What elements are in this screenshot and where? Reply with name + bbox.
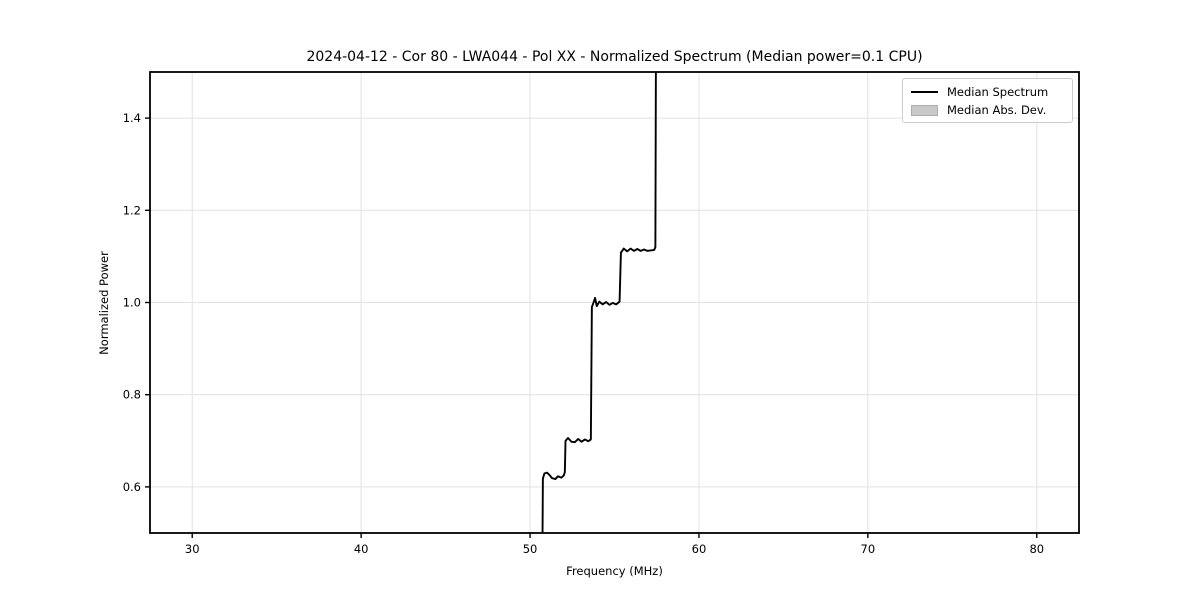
median-spectrum-line-icon (911, 91, 938, 93)
x-tick-label: 80 (1029, 542, 1044, 556)
y-tick-label: 1.4 (123, 111, 141, 125)
legend-label: Median Spectrum (947, 85, 1049, 99)
chart-title: 2024-04-12 - Cor 80 - LWA044 - Pol XX - … (306, 49, 923, 65)
y-tick-label: 0.6 (123, 480, 141, 494)
x-axis-label: Frequency (MHz) (566, 564, 663, 578)
x-tick-label: 50 (523, 542, 538, 556)
x-tick-label: 30 (185, 542, 200, 556)
y-tick-label: 0.8 (123, 388, 141, 402)
legend-item-median-abs-dev: Median Abs. Dev. (911, 102, 1064, 118)
x-tick-label: 60 (692, 542, 707, 556)
spectrum-line (541, 72, 657, 533)
x-tick-label: 40 (354, 542, 369, 556)
y-tick-label: 1.0 (123, 296, 141, 310)
x-tick-label: 70 (861, 542, 876, 556)
median-abs-dev-patch-icon (911, 104, 938, 116)
y-tick-label: 1.2 (123, 203, 141, 217)
legend-label: Median Abs. Dev. (947, 103, 1047, 117)
legend-item-median-spectrum: Median Spectrum (911, 84, 1064, 100)
legend: Median Spectrum Median Abs. Dev. (902, 78, 1073, 123)
